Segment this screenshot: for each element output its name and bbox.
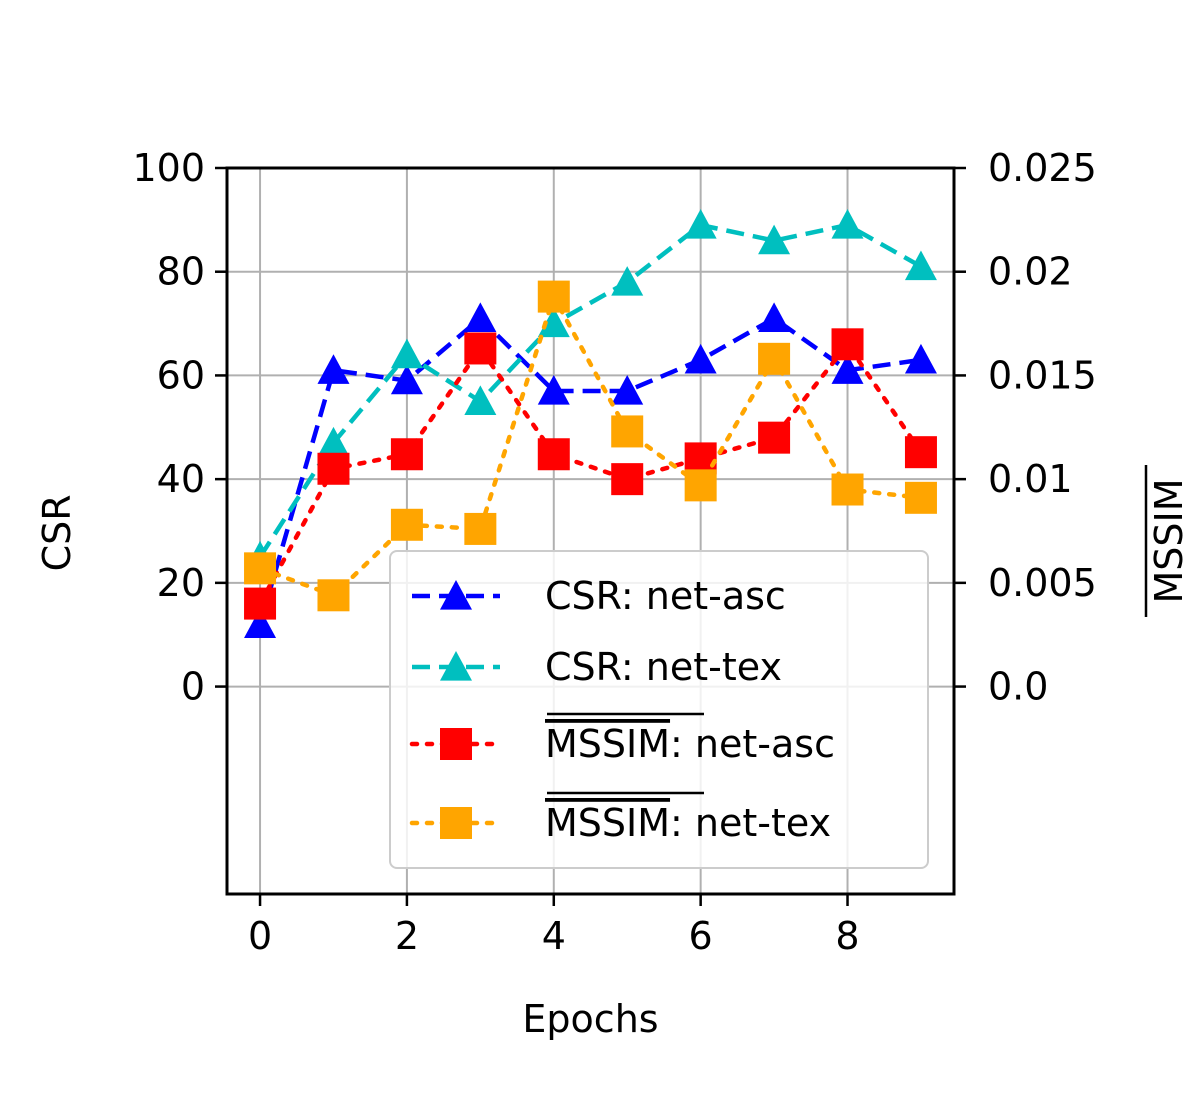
data-point <box>758 224 791 255</box>
x-tick-label: 4 <box>542 914 566 958</box>
legend-marker <box>440 580 472 610</box>
x-axis-label: Epochs <box>522 997 658 1041</box>
y-tick-label: 60 <box>157 353 205 397</box>
data-point <box>904 436 937 469</box>
y-axis-label: CSR <box>35 494 79 571</box>
y2-tick-label: 0.025 <box>988 146 1097 190</box>
legend-label: CSR: net-asc <box>545 574 786 618</box>
data-point <box>464 302 497 332</box>
y-tick-label: 0 <box>181 665 205 709</box>
data-point <box>244 608 277 638</box>
data-point <box>904 250 937 281</box>
data-point <box>904 481 937 514</box>
legend-marker <box>440 728 472 760</box>
series-line <box>258 222 923 559</box>
data-point <box>831 354 864 384</box>
x-tick-label: 0 <box>248 914 272 958</box>
data-point <box>390 438 423 471</box>
data-point <box>244 587 277 620</box>
y2-tick-label: 0.005 <box>988 561 1097 605</box>
legend-marker <box>440 807 472 839</box>
data-point <box>684 209 717 239</box>
y2-tick-label: 0.02 <box>988 250 1073 294</box>
x-tick-label: 6 <box>689 914 713 958</box>
y2-axis-label-group: MSSIM <box>1144 465 1191 617</box>
data-point <box>684 469 717 502</box>
data-point <box>244 552 277 585</box>
legend-box <box>389 550 929 869</box>
data-point <box>317 452 350 485</box>
legend-label: CSR: net-tex <box>545 645 782 689</box>
data-point <box>758 302 791 332</box>
y2-tick-label: 0.01 <box>988 457 1073 501</box>
series-3 <box>244 328 937 620</box>
data-point <box>390 338 423 369</box>
y2-axis-label: MSSIM <box>1147 478 1191 603</box>
data-point <box>317 579 350 612</box>
series-line <box>257 340 924 606</box>
data-point <box>464 385 497 415</box>
y-tick-label: 80 <box>157 250 205 294</box>
y-tick-label: 20 <box>157 561 205 605</box>
data-point <box>537 438 570 471</box>
legend-label: MSSIM: net-asc <box>545 722 835 766</box>
legend-entry: CSR: net-asc <box>412 574 786 618</box>
legend-label-suffix: : net-tex <box>670 801 831 845</box>
legend-entry: MSSIM: net-asc <box>409 712 835 766</box>
series-layer <box>244 209 937 638</box>
series-1 <box>244 302 937 638</box>
legend-label: MSSIM: net-tex <box>545 801 831 845</box>
data-point <box>904 343 937 374</box>
x-tick-label: 2 <box>395 914 419 958</box>
y2-tick-label: 0.0 <box>988 665 1048 709</box>
data-point <box>684 343 717 374</box>
data-point <box>317 426 350 457</box>
data-point <box>831 328 864 361</box>
legend-entry: CSR: net-tex <box>412 645 782 689</box>
data-point <box>537 307 570 338</box>
legend-label-suffix: : net-asc <box>670 722 835 766</box>
data-point <box>611 374 644 405</box>
x-tick-label: 8 <box>835 914 859 958</box>
data-point <box>390 508 423 541</box>
data-point <box>390 364 423 395</box>
data-point <box>758 421 791 454</box>
series-line <box>257 315 922 625</box>
plot-frame <box>225 166 956 896</box>
data-point <box>464 512 497 545</box>
data-point <box>831 209 864 239</box>
y2-tick-label: 0.015 <box>988 353 1097 397</box>
data-point <box>684 442 717 475</box>
data-point <box>611 463 644 496</box>
ticks: 0 2 4 6 80204060801000.00.0050.010.0150.020.… <box>132 146 1096 958</box>
data-point <box>537 280 570 313</box>
legend-label-overline: MSSIM <box>545 801 670 845</box>
series-4 <box>244 280 937 612</box>
legend-entry: MSSIM: net-tex <box>409 791 831 845</box>
data-point <box>831 473 864 506</box>
legend-label-overline: MSSIM <box>545 722 670 766</box>
data-point <box>758 342 791 375</box>
data-point <box>464 332 497 365</box>
series-line <box>257 290 924 598</box>
y-tick-label: 100 <box>132 146 205 190</box>
data-point <box>537 374 570 405</box>
data-point <box>317 354 350 384</box>
data-point <box>611 266 644 296</box>
legend-marker <box>440 651 472 681</box>
y-tick-label: 40 <box>157 457 205 501</box>
data-point <box>611 415 644 448</box>
